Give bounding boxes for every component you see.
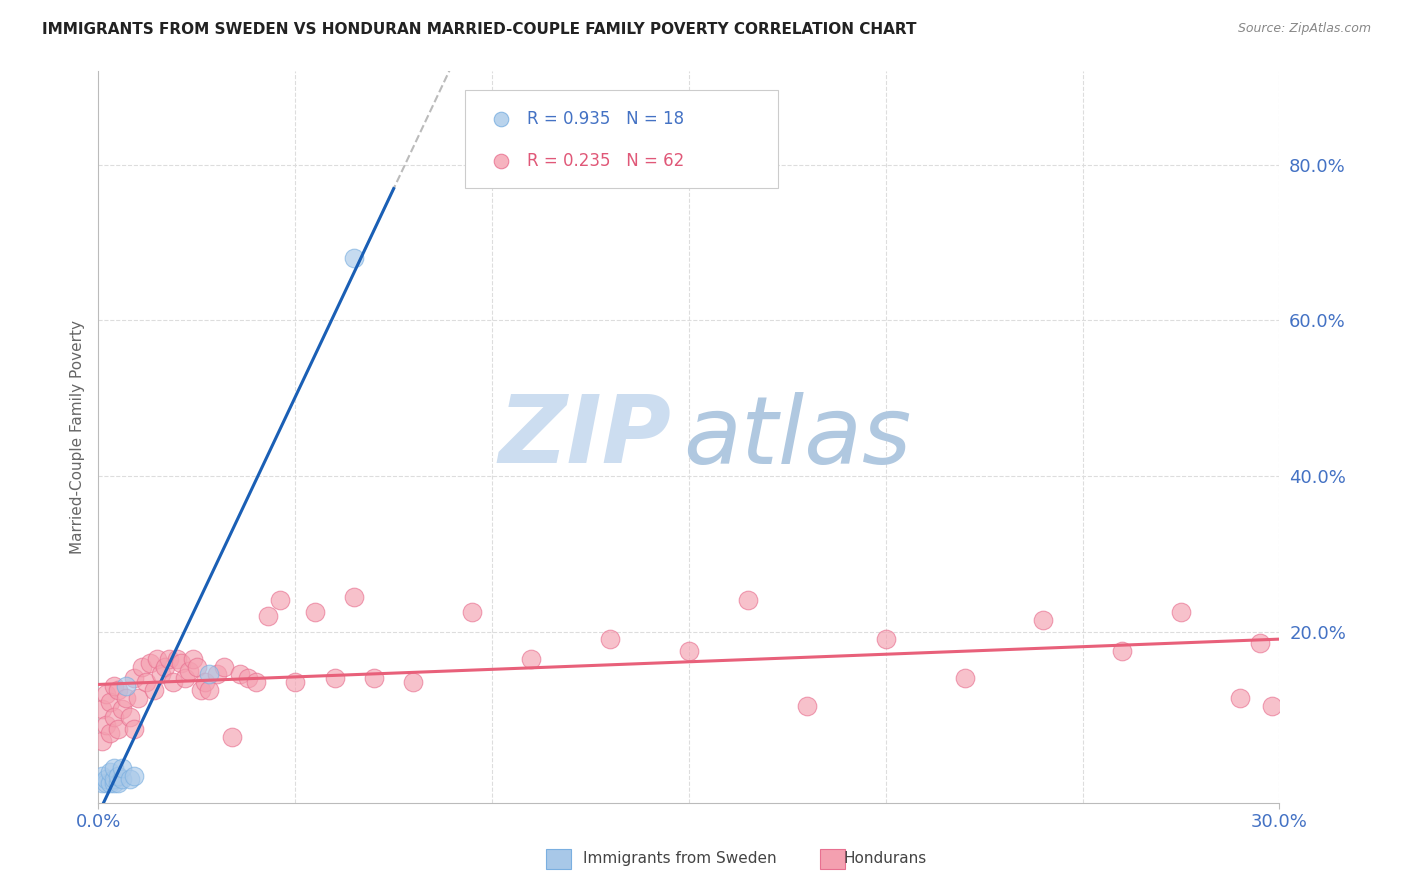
Point [737, 593, 759, 607]
Point [177, 664, 200, 678]
Point [1111, 644, 1133, 658]
Point [256, 609, 278, 624]
Point [221, 730, 243, 744]
Point [122, 768, 145, 782]
Point [214, 659, 236, 673]
FancyBboxPatch shape [820, 849, 845, 869]
Point [953, 671, 976, 685]
Point [118, 710, 141, 724]
Point [122, 722, 145, 736]
Point [1249, 636, 1271, 650]
Point [363, 671, 385, 685]
Point [142, 683, 165, 698]
Point [131, 659, 153, 673]
Point [138, 656, 160, 670]
Text: R = 0.235   N = 62: R = 0.235 N = 62 [527, 152, 685, 170]
Point [304, 605, 326, 619]
Point [91, 768, 114, 782]
Point [190, 683, 212, 698]
Point [194, 675, 217, 690]
Point [115, 690, 138, 705]
Point [181, 652, 204, 666]
Point [1170, 605, 1192, 619]
Point [98, 695, 121, 709]
Point [111, 761, 134, 775]
Point [520, 652, 543, 666]
Point [96, 718, 118, 732]
Text: ZIP: ZIP [498, 391, 671, 483]
Point [1260, 698, 1282, 713]
Point [284, 675, 307, 690]
Point [103, 761, 125, 775]
Point [135, 675, 157, 690]
Point [236, 671, 259, 685]
Point [96, 687, 118, 701]
Text: Hondurans: Hondurans [844, 851, 927, 865]
Point [103, 772, 125, 787]
Point [1032, 613, 1054, 627]
Point [245, 675, 267, 690]
Point [107, 776, 129, 790]
Point [197, 667, 219, 681]
Point [103, 710, 125, 724]
Point [1229, 690, 1251, 705]
Point [150, 667, 173, 681]
Point [96, 772, 118, 787]
Point [162, 675, 184, 690]
Point [118, 772, 141, 787]
Point [197, 683, 219, 698]
Point [155, 659, 177, 673]
Point [343, 590, 366, 604]
Point [91, 733, 114, 747]
Point [122, 671, 145, 685]
Point [98, 776, 121, 790]
Text: atlas: atlas [683, 392, 911, 483]
Point [875, 632, 897, 647]
Point [127, 690, 149, 705]
Point [98, 725, 121, 739]
Point [107, 768, 129, 782]
Point [157, 652, 180, 666]
FancyBboxPatch shape [464, 90, 778, 188]
Point [678, 644, 700, 658]
Point [103, 679, 125, 693]
Point [111, 702, 134, 716]
Text: R = 0.935   N = 18: R = 0.935 N = 18 [527, 110, 685, 128]
Text: Immigrants from Sweden: Immigrants from Sweden [583, 851, 778, 865]
Point [103, 776, 125, 790]
Point [170, 656, 193, 670]
Point [402, 675, 425, 690]
Point [343, 251, 366, 265]
Point [107, 722, 129, 736]
Point [323, 671, 346, 685]
Point [91, 776, 114, 790]
Point [91, 702, 114, 716]
Point [115, 679, 138, 693]
Point [166, 652, 188, 666]
Point [107, 683, 129, 698]
Point [269, 593, 291, 607]
Point [98, 764, 121, 779]
Y-axis label: Married-Couple Family Poverty: Married-Couple Family Poverty [69, 320, 84, 554]
FancyBboxPatch shape [546, 849, 571, 869]
Point [146, 652, 169, 666]
Point [111, 772, 134, 787]
Text: IMMIGRANTS FROM SWEDEN VS HONDURAN MARRIED-COUPLE FAMILY POVERTY CORRELATION CHA: IMMIGRANTS FROM SWEDEN VS HONDURAN MARRI… [42, 22, 917, 37]
Point [186, 659, 208, 673]
Point [205, 667, 228, 681]
Point [599, 632, 621, 647]
Point [461, 605, 484, 619]
Point [796, 698, 818, 713]
Point [229, 667, 252, 681]
Point [174, 671, 197, 685]
Point [96, 776, 118, 790]
Text: Source: ZipAtlas.com: Source: ZipAtlas.com [1237, 22, 1371, 36]
